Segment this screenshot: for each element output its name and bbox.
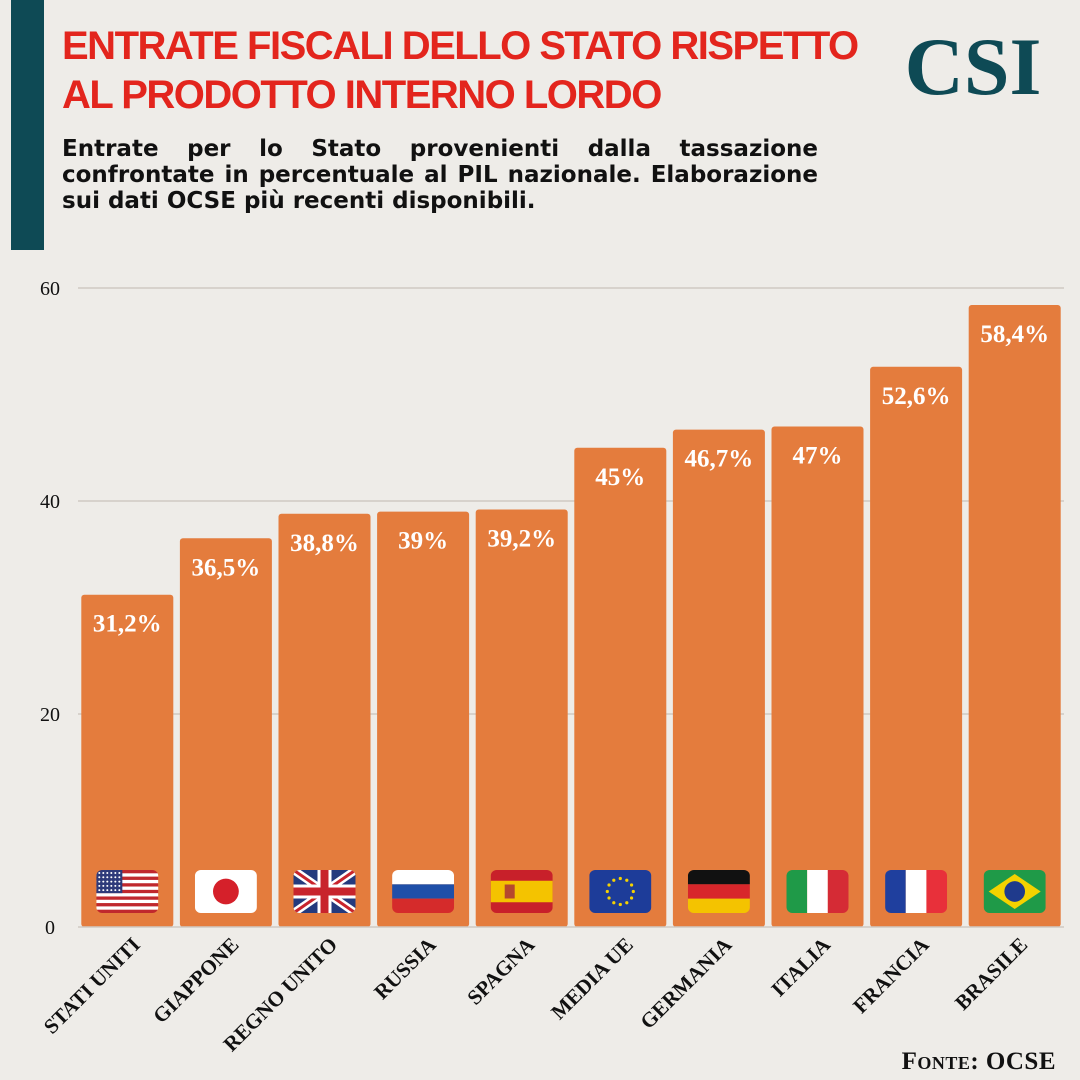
data-label: 39,2% [487, 526, 556, 553]
x-tick-label: SPAGNA [462, 932, 540, 1010]
russia-flag-icon [392, 870, 455, 913]
eu-flag-icon [589, 870, 652, 913]
data-label: 46,7% [685, 446, 754, 473]
brazil-flag-icon [983, 870, 1046, 913]
bar [278, 513, 371, 927]
bar-group: 39,2% [475, 509, 568, 927]
y-tick-label: 40 [40, 491, 60, 513]
x-tick-label: ITALIA [766, 932, 835, 1001]
bar-group: 45% [574, 447, 667, 927]
data-label: 47% [793, 442, 843, 469]
accent-bar [11, 0, 44, 250]
data-label: 52,6% [882, 383, 951, 410]
spain-flag-icon [490, 870, 553, 913]
x-tick-label: GERMANIA [635, 932, 737, 1034]
bar [377, 511, 470, 927]
usa-flag-icon [96, 870, 159, 913]
y-tick-label: 60 [40, 278, 60, 300]
japan-flag-icon [194, 870, 257, 913]
data-label: 38,8% [290, 530, 359, 557]
x-tick-label: RUSSIA [369, 932, 441, 1004]
bar [574, 447, 667, 927]
germany-flag-icon [687, 870, 750, 913]
bar [475, 509, 568, 927]
bar-group: 39% [377, 511, 470, 927]
bar-group: 46,7% [672, 429, 765, 927]
bar [771, 426, 864, 927]
bar-group: 38,8% [278, 513, 371, 927]
bar-group: 36,5% [179, 538, 272, 927]
x-tick-label: FRANCIA [848, 932, 934, 1018]
italy-flag-icon [786, 870, 849, 913]
bar [968, 305, 1061, 927]
data-label: 31,2% [93, 611, 162, 638]
x-tick-label: STATI UNITI [39, 933, 145, 1039]
chart-title: ENTRATE FISCALI DELLO STATO RISPETTO AL … [62, 24, 859, 117]
bar-group: 58,4% [968, 305, 1061, 927]
source-note: Fonte: OCSE [901, 1048, 1056, 1075]
data-label: 45% [595, 464, 645, 491]
y-tick-label: 20 [40, 704, 60, 726]
bar [870, 366, 963, 927]
bar-group: 52,6% [870, 366, 963, 927]
csi-logo: CSI [904, 21, 1042, 112]
y-tick-label: 0 [45, 917, 55, 939]
uk-flag-icon [293, 870, 356, 913]
data-label: 36,5% [192, 554, 261, 581]
bar-group: 47% [771, 426, 864, 927]
chart-subtitle: Entrate per lo Stato provenienti dalla t… [62, 136, 818, 214]
data-label: 58,4% [980, 321, 1049, 348]
bar [179, 538, 272, 927]
bar [672, 429, 765, 927]
data-label: 39% [398, 528, 448, 555]
bar [81, 594, 174, 927]
bar-group: 31,2% [81, 594, 174, 927]
france-flag-icon [885, 870, 948, 913]
x-tick-label: MEDIA UE [546, 933, 638, 1025]
x-tick-label: GIAPPONE [148, 933, 243, 1028]
x-tick-label: BRASILE [950, 933, 1032, 1015]
